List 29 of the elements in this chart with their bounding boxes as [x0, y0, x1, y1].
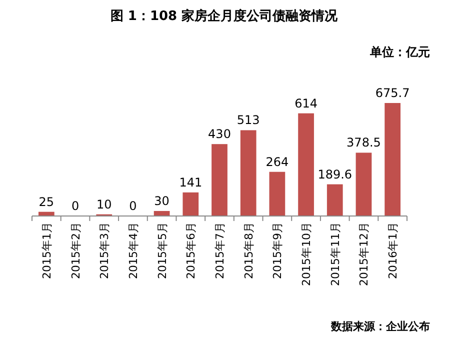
data-label: 0	[71, 199, 80, 213]
data-label: 25	[38, 194, 54, 209]
x-tick-label: 2015年10月	[300, 222, 314, 286]
x-tick-label: 2015年9月	[271, 222, 284, 279]
x-tick-label: 2016年1月	[386, 222, 400, 279]
data-label: 264	[266, 154, 289, 169]
annotation: 数据来源：企业公布	[331, 320, 430, 333]
data-label: 513	[236, 113, 260, 128]
x-tick-label: 2015年7月	[214, 222, 226, 279]
x-tick-label: 2015年2月	[69, 222, 82, 279]
data-label: 614	[294, 96, 318, 110]
x-tick-label: 2015年11月	[328, 222, 342, 286]
x-tick-label: 2015年5月	[156, 222, 169, 279]
title: 图 1：108 家房企月度公司债融资情况	[110, 9, 338, 24]
x-tick-label: 2015年3月	[98, 222, 112, 279]
data-label: 141	[179, 175, 202, 190]
data-label: 189.6	[318, 167, 352, 182]
x-tick-label: 2015年6月	[184, 222, 198, 279]
x-tick-label: 2015年1月	[40, 222, 54, 279]
x-tick-label: 2015年4月	[126, 222, 140, 279]
x-tick-label: 2015年8月	[242, 222, 256, 279]
annotation: 单位：亿元	[370, 45, 430, 59]
data-label: 0	[129, 199, 137, 213]
data-label: 675.7	[375, 86, 410, 100]
data-label: 430	[208, 127, 231, 142]
data-label: 30	[154, 194, 170, 208]
x-tick-label: 2015年12月	[358, 222, 371, 286]
data-label: 10	[96, 197, 112, 212]
data-label: 378.5	[346, 136, 381, 150]
